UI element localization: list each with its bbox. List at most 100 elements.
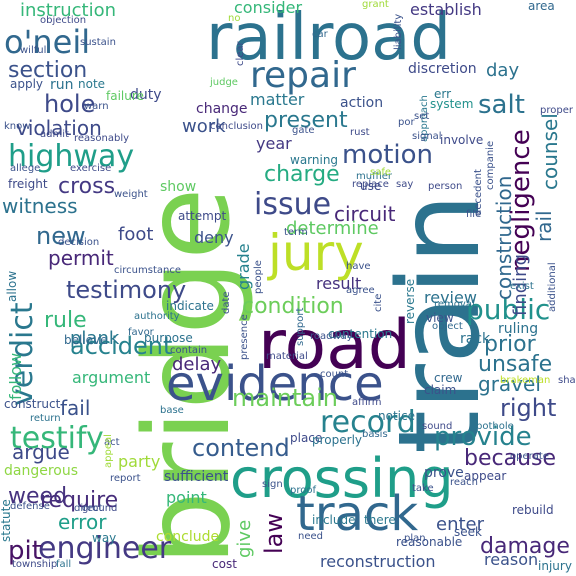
word: place bbox=[290, 431, 323, 445]
word: involve bbox=[440, 133, 484, 147]
word: failure bbox=[106, 89, 144, 103]
word: delay bbox=[172, 354, 222, 375]
word: attempt bbox=[178, 209, 227, 223]
word: count bbox=[320, 369, 349, 380]
word: roadway bbox=[310, 331, 353, 342]
word: cite bbox=[373, 293, 384, 312]
word: wilful bbox=[20, 45, 47, 56]
word: charge bbox=[264, 162, 340, 187]
word: testimony bbox=[66, 276, 187, 304]
word: salt bbox=[478, 90, 525, 120]
word: ground bbox=[82, 503, 118, 514]
word: point bbox=[166, 488, 207, 507]
word: counsel bbox=[538, 113, 562, 190]
word: repair bbox=[250, 55, 356, 96]
word: companie bbox=[485, 140, 496, 190]
word: accident bbox=[70, 332, 173, 360]
word: properly bbox=[312, 433, 362, 447]
word: follow bbox=[6, 352, 25, 400]
word: date bbox=[221, 291, 232, 314]
word: dangerous bbox=[4, 463, 79, 479]
word: witness bbox=[2, 194, 78, 218]
word: brakeman bbox=[500, 375, 551, 386]
word: hole bbox=[44, 90, 96, 118]
word: crew bbox=[434, 371, 463, 385]
word: contain bbox=[170, 345, 208, 356]
word: contention bbox=[328, 327, 393, 341]
word: include bbox=[312, 513, 356, 527]
word: gravel bbox=[478, 372, 541, 396]
word: base bbox=[160, 405, 184, 416]
word: know bbox=[4, 121, 31, 132]
word: work bbox=[182, 116, 226, 137]
word: say bbox=[396, 179, 414, 190]
word: warn bbox=[84, 101, 109, 112]
word: admit bbox=[40, 129, 69, 140]
word: basis bbox=[362, 429, 388, 440]
word: material bbox=[266, 351, 308, 362]
word: use bbox=[360, 179, 382, 193]
word: sufficient bbox=[164, 469, 229, 485]
word: reasonable bbox=[396, 535, 463, 549]
word: view bbox=[426, 311, 454, 325]
word: objection bbox=[40, 15, 87, 26]
word: reason bbox=[484, 550, 539, 569]
word: run bbox=[50, 77, 74, 93]
word: prior bbox=[484, 332, 536, 357]
word: damage bbox=[480, 534, 570, 559]
word: rack bbox=[460, 331, 491, 347]
word: rust bbox=[350, 127, 370, 138]
word: por bbox=[398, 117, 415, 128]
word: highway bbox=[8, 139, 135, 174]
word: evidence bbox=[166, 356, 384, 412]
word: change bbox=[196, 101, 248, 117]
word: argument bbox=[72, 368, 151, 387]
word: appear bbox=[464, 469, 507, 483]
word: crossing bbox=[230, 447, 454, 510]
word: direct bbox=[74, 503, 103, 514]
word: seek bbox=[454, 525, 482, 539]
word: injury bbox=[538, 559, 572, 573]
word: there bbox=[364, 513, 396, 527]
word: exercise bbox=[70, 163, 112, 174]
word: cross bbox=[58, 174, 116, 199]
word: err bbox=[434, 87, 452, 101]
word: freight bbox=[8, 177, 48, 191]
word: cost bbox=[212, 557, 237, 571]
word: pit bbox=[8, 536, 42, 566]
word: circuit bbox=[334, 202, 396, 226]
word: fail bbox=[60, 396, 91, 420]
word: believe bbox=[64, 333, 108, 347]
word: duty bbox=[130, 87, 162, 103]
word: sound bbox=[422, 421, 453, 432]
word: establish bbox=[410, 0, 482, 19]
word: circumstance bbox=[114, 265, 181, 276]
word: conclusion bbox=[210, 121, 264, 132]
word: decision bbox=[58, 237, 100, 248]
word: shall bbox=[558, 375, 576, 386]
word: note bbox=[78, 77, 106, 91]
word: ruling bbox=[498, 321, 539, 337]
word: take bbox=[412, 483, 434, 494]
word: person bbox=[428, 181, 463, 192]
word: sustain bbox=[80, 37, 116, 48]
word: permit bbox=[48, 246, 114, 270]
word: violation bbox=[16, 116, 102, 140]
word: weed bbox=[8, 484, 68, 509]
word: matter bbox=[250, 90, 305, 109]
word: consider bbox=[234, 0, 303, 17]
word: proof bbox=[290, 485, 316, 496]
word: unsafe bbox=[478, 352, 553, 377]
word: plan bbox=[404, 533, 426, 544]
word: file bbox=[466, 209, 482, 220]
word: because bbox=[464, 446, 557, 471]
word: rebuild bbox=[512, 503, 554, 517]
word: right bbox=[500, 394, 557, 422]
word: defense bbox=[10, 501, 50, 512]
word: people bbox=[253, 260, 264, 294]
word: term bbox=[284, 227, 308, 238]
word: grant bbox=[362, 0, 389, 10]
word: enter bbox=[436, 514, 485, 535]
word: replace bbox=[352, 179, 389, 190]
word: safe bbox=[370, 167, 392, 178]
